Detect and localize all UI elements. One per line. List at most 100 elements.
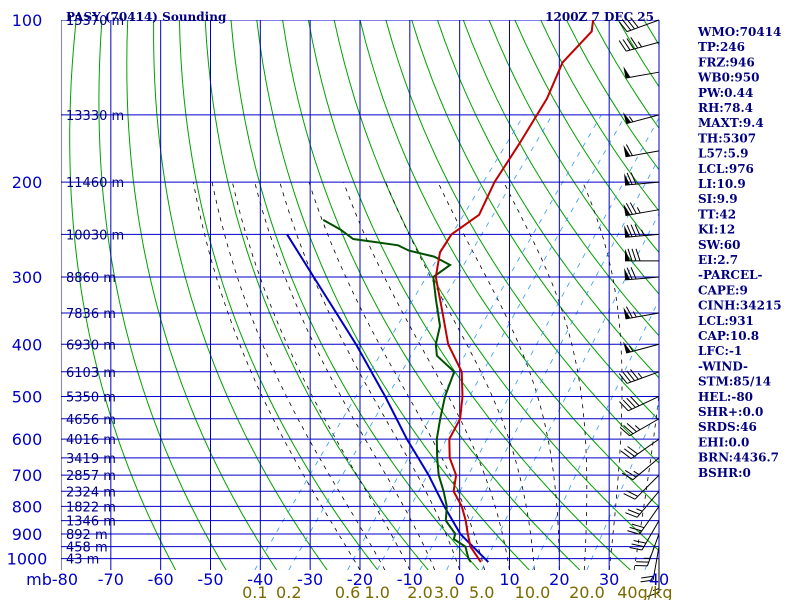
wind-barb-full: [629, 526, 642, 532]
pressure-tick-label: 700: [12, 466, 43, 485]
wind-barb-full: [630, 224, 637, 237]
wind-barb-full: [629, 202, 637, 214]
wind-barb: [618, 37, 660, 52]
wind-barb-full: [641, 575, 654, 579]
sounding-index: CINH:34215: [698, 299, 782, 313]
moist-adiabat-line: [437, 181, 560, 570]
sounding-index: MAXT:9.4: [698, 116, 764, 130]
wind-barb: [619, 418, 660, 437]
wind-barb: [646, 558, 660, 598]
wind-barb-full: [630, 267, 637, 280]
height-label: 1822 m: [66, 500, 116, 515]
sounding-index: BRN:4436.7: [698, 451, 779, 465]
wind-barb-full: [631, 523, 645, 529]
wind-barb-full: [631, 543, 645, 548]
wind-barb: [618, 369, 660, 384]
height-label: 5350 m: [66, 390, 116, 405]
wind-barb: [623, 112, 660, 125]
sounding-index: BSHR:0: [698, 466, 751, 480]
wind-barb-full: [625, 144, 633, 156]
mixing-ratio-label: 20.0: [569, 583, 605, 600]
wind-barb-full: [627, 248, 633, 261]
wind-barb-full: [618, 40, 627, 52]
sounding-index: PW:0.44: [698, 86, 753, 100]
dry-adiabat-line: [230, 20, 480, 570]
wind-barb-full: [630, 369, 639, 380]
wind-barb-half: [636, 207, 641, 214]
wind-barb: [624, 267, 660, 281]
temperature-tick-label: mb-80: [26, 570, 78, 589]
height-label: 15370 m: [66, 14, 124, 29]
sounding-index: -WIND-: [698, 359, 748, 373]
wind-barb-half: [633, 470, 640, 475]
moist-adiabat-line: [385, 181, 535, 570]
moist-adiabat-line: [343, 181, 510, 570]
dry-adiabat-line: [126, 20, 278, 570]
wind-barb-staff: [641, 520, 660, 551]
sounding-index: TP:246: [698, 40, 745, 54]
sounding-index: SW:60: [698, 238, 740, 252]
wind-barb-pennant: [623, 203, 631, 216]
wind-barb: [624, 172, 660, 186]
temperature-tick-label: 10: [499, 570, 519, 589]
wind-barb-full: [625, 306, 633, 318]
wind-barb-full: [626, 38, 635, 50]
temperature-tick-label: -30: [297, 570, 323, 589]
temperature-tick-label: -20: [347, 570, 373, 589]
wind-barb-staff: [626, 41, 660, 52]
sounding-index: LFC:-1: [698, 344, 742, 358]
dry-adiabat-line: [333, 20, 659, 552]
wind-barbs: [618, 17, 660, 598]
height-label: 13330 m: [66, 109, 124, 124]
wind-barb-staff: [646, 533, 660, 567]
wind-barb-staff: [634, 474, 660, 500]
temperature-line: [434, 20, 595, 563]
wind-barb-full: [626, 267, 633, 280]
wind-barb-full: [623, 424, 634, 435]
dry-adiabat-line: [488, 20, 659, 295]
wind-barb-full: [618, 373, 628, 384]
temperature-tick-label: -10: [397, 570, 423, 589]
wind-barb-full: [620, 450, 632, 460]
wind-barb-full: [630, 172, 637, 185]
wind-barb-full: [626, 224, 633, 237]
height-label: 4656 m: [66, 413, 116, 428]
sounding-index: SI:9.9: [698, 192, 738, 206]
wind-barb-staff: [625, 209, 660, 217]
moist-adiabat-line: [279, 181, 461, 570]
height-label: 3419 m: [66, 452, 116, 467]
dry-adiabat-line: [98, 20, 227, 570]
wind-barb-full: [623, 493, 636, 500]
isobar-grid: [61, 20, 659, 560]
wind-barb-half: [629, 345, 634, 352]
wind-barb-staff: [632, 457, 660, 481]
wind-barb-staff: [627, 396, 660, 412]
wind-barb-pennant: [624, 225, 631, 238]
wind-barb: [623, 341, 660, 354]
wind-barb-half: [629, 116, 634, 123]
wind-barb: [640, 546, 660, 583]
wind-barb-full: [626, 172, 633, 185]
wind-barb-staff: [626, 19, 660, 33]
temperature-tick-label: -60: [148, 570, 174, 589]
sounding-index: WMO:70414: [697, 25, 781, 39]
moist-adiabat-line: [582, 181, 623, 570]
dry-adiabat-line: [411, 20, 659, 421]
wind-barb: [623, 144, 660, 158]
sounding-index: SHR+:0.0: [698, 405, 763, 419]
sounding-index: EHI:0.0: [698, 435, 749, 449]
temperature-tick-label: -40: [247, 570, 273, 589]
chart-time: 1200Z 7 DEC 25: [545, 10, 654, 24]
wind-barb-full: [626, 18, 635, 30]
pressure-tick-label: 1000: [7, 550, 48, 569]
wind-barb-full: [630, 17, 639, 28]
height-label: 6103 m: [66, 366, 116, 381]
wind-barb: [620, 438, 660, 460]
moist-adiabat-line: [211, 182, 386, 570]
wind-barb-full: [625, 512, 638, 518]
height-label: 7836 m: [66, 307, 116, 322]
moist-adiabat-line: [232, 182, 411, 570]
wind-barb-staff: [625, 276, 660, 281]
wind-barb: [625, 490, 660, 518]
